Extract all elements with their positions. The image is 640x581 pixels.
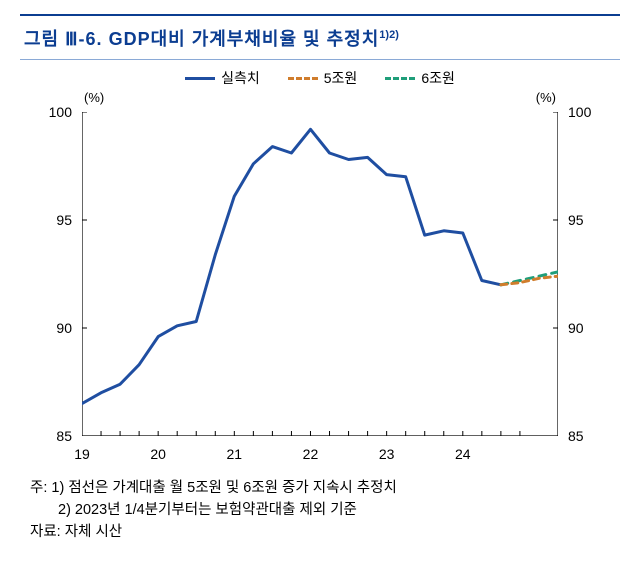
xtick: 21 — [227, 446, 243, 462]
xtick: 20 — [150, 446, 166, 462]
ytick-left: 95 — [38, 212, 72, 228]
ytick-left: 90 — [38, 320, 72, 336]
ytick-right: 95 — [568, 212, 602, 228]
ytick-left: 85 — [38, 428, 72, 444]
ytick-right: 85 — [568, 428, 602, 444]
legend-label-6: 6조원 — [421, 68, 455, 88]
legend-item-actual: 실측치 — [185, 68, 260, 88]
figure-title-bar: 그림 Ⅲ-6. GDP대비 가계부채비율 및 추정치1)2) — [20, 14, 620, 60]
legend-swatch-5 — [288, 77, 318, 80]
footnote-1: 주: 1) 점선은 가계대출 월 5조원 및 6조원 증가 지속시 추정치 — [30, 478, 620, 500]
xtick: 23 — [379, 446, 395, 462]
xtick: 22 — [303, 446, 319, 462]
title-main: GDP대비 가계부채비율 및 추정치 — [109, 29, 380, 49]
footnotes: 주: 1) 점선은 가계대출 월 5조원 및 6조원 증가 지속시 추정치 2)… — [20, 478, 620, 543]
xtick: 19 — [74, 446, 90, 462]
chart-area: (%) (%) 85 90 95 100 85 90 95 100 19 20 21 22 23 24 — [40, 90, 600, 460]
ytick-right: 90 — [568, 320, 602, 336]
title-prefix: 그림 Ⅲ-6. — [24, 29, 103, 49]
legend-item-5: 5조원 — [288, 68, 358, 88]
footnote-source: 자료: 자체 시산 — [30, 522, 620, 544]
chart-legend: 실측치 5조원 6조원 — [20, 68, 620, 88]
axis-unit-left: (%) — [84, 90, 104, 105]
chart-svg — [82, 112, 558, 436]
legend-swatch-actual — [185, 77, 215, 80]
ytick-right: 100 — [568, 104, 602, 120]
xtick: 24 — [455, 446, 471, 462]
axis-unit-right: (%) — [536, 90, 556, 105]
ytick-left: 100 — [38, 104, 72, 120]
legend-label-actual: 실측치 — [221, 68, 260, 88]
legend-label-5: 5조원 — [324, 68, 358, 88]
title-superscript: 1)2) — [379, 29, 399, 41]
legend-swatch-6 — [385, 77, 415, 80]
figure-title: 그림 Ⅲ-6. GDP대비 가계부채비율 및 추정치1)2) — [24, 29, 399, 49]
legend-item-6: 6조원 — [385, 68, 455, 88]
plot-region — [82, 112, 558, 436]
footnote-2: 2) 2023년 1/4분기부터는 보험약관대출 제외 기준 — [30, 500, 620, 522]
